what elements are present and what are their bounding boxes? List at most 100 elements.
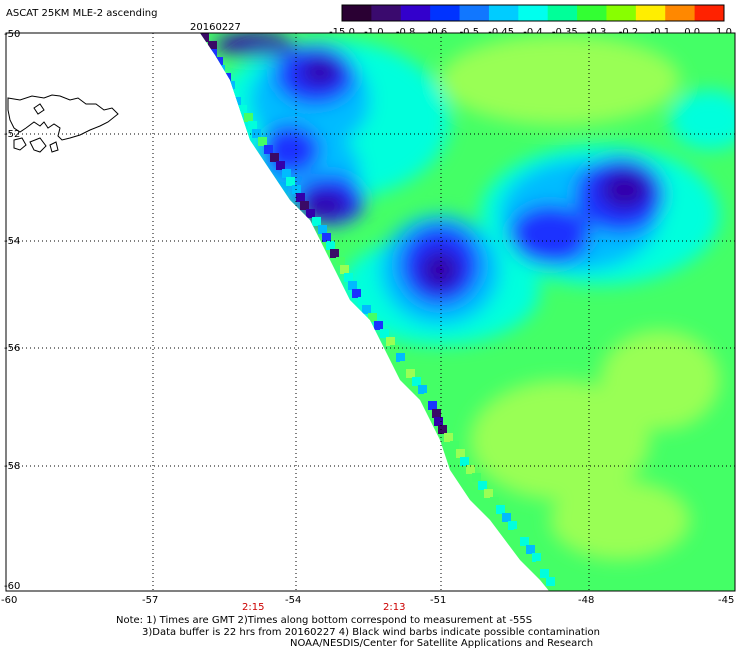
swath-edge-cell (400, 361, 409, 370)
swath-edge-cell (306, 209, 315, 218)
swath-edge-cell (546, 577, 555, 586)
swath-edge-cell (282, 169, 291, 178)
colorbar-segment (342, 5, 372, 21)
colorbar-segment (400, 5, 431, 21)
colorbar-segment (430, 5, 461, 21)
lat-tick-label: -54 (4, 236, 20, 247)
pass-time-label: 2:15 (242, 602, 264, 613)
swath-edge-cell (424, 393, 433, 402)
swath-edge-cell (502, 513, 511, 522)
swath-edge-cell (226, 81, 235, 90)
swath-edge-cell (396, 353, 405, 362)
colorbar-segment (459, 5, 490, 21)
swath-edge-cell (444, 433, 453, 442)
swath-edge-cell (330, 249, 339, 258)
colorbar-segment (488, 5, 519, 21)
colorbar-segment (694, 5, 725, 21)
swath-edge-cell (374, 321, 383, 330)
swath-edge-cell (428, 401, 437, 410)
low-mle-blobs (210, 33, 735, 560)
swath-edge-cell (434, 417, 443, 426)
lon-ticks: -60 -57 -54 -51 -48 -45 (1, 595, 734, 606)
map-title: ASCAT 25KM MLE-2 ascending (6, 8, 157, 19)
swath-edge-cell (318, 225, 327, 234)
graticule (6, 33, 735, 591)
swath-edge-cell (472, 473, 481, 482)
swath-edge-cell (232, 97, 241, 106)
swath-edge-cell (252, 129, 261, 138)
footer-credit: NOAA/NESDIS/Center for Satellite Applica… (290, 638, 594, 649)
swath-edge-cell (270, 153, 279, 162)
swath-edge-cell (214, 57, 223, 66)
swath-edge-cell (208, 41, 217, 50)
swath-edge-cell (466, 465, 475, 474)
swath-edge-cell (478, 481, 487, 490)
swath-edge-cell (432, 409, 441, 418)
swath-edge-cell (418, 385, 427, 394)
wind-field-swath (200, 33, 735, 591)
lon-tick-label: -51 (430, 595, 446, 606)
swath-edge-cell (362, 305, 371, 314)
lon-tick-label: -48 (578, 595, 594, 606)
swath-edge-cell (484, 489, 493, 498)
swath-edge-cell (344, 273, 353, 282)
swath-edge-cell (438, 425, 447, 434)
swath-edge-cell (340, 265, 349, 274)
lat-tick-label: -60 (4, 581, 20, 592)
swath-edge-cell (406, 369, 415, 378)
lon-tick-label: -45 (718, 595, 734, 606)
swath-edge-cell (514, 529, 523, 538)
swath-edge-cell (352, 289, 361, 298)
swath-edge-cell (296, 193, 305, 202)
colorbar-segment (518, 5, 549, 21)
colorbar-segment (577, 5, 607, 21)
swath-edge-cell (230, 89, 239, 98)
colorbar-segment (547, 5, 578, 21)
swath-edge-cell (238, 105, 247, 114)
swath-edge-cell (508, 521, 517, 530)
swath-edge-cell (526, 545, 535, 554)
swath-edge-cell (520, 537, 529, 546)
swath-edge-cell (336, 257, 345, 266)
swath-edge-cell (312, 217, 321, 226)
swath-edge-cell (368, 313, 377, 322)
swath-edge-cell (536, 561, 545, 570)
lat-tick-label: -52 (4, 129, 20, 140)
footer-note-line1: Note: 1) Times are GMT 2)Times along bot… (116, 615, 533, 626)
swath-edge-cell (286, 177, 295, 186)
land-outline (7, 94, 119, 153)
lat-ticks: -50 -52 -54 -56 -58 -60 (4, 29, 20, 592)
lat-tick-label: -50 (4, 29, 20, 40)
swath-edge-cell (390, 345, 399, 354)
lon-tick-label: -60 (1, 595, 17, 606)
swath-edge-cell (460, 457, 469, 466)
colorbar-segment (665, 5, 696, 21)
swath-edge-cell (540, 569, 549, 578)
swath-edge-cell (450, 441, 459, 450)
swath-edge-cell (222, 73, 231, 82)
swath-edge-cell (300, 201, 309, 210)
swath-edge-cell (276, 161, 285, 170)
pass-time-label: 2:13 (383, 602, 405, 613)
swath-edge-cell (200, 33, 209, 42)
swath-edge-cell (386, 337, 395, 346)
swath-edge-cell (490, 497, 499, 506)
lon-tick-label: -54 (285, 595, 301, 606)
colorbar-segment (371, 5, 402, 21)
map-frame (5, 32, 736, 592)
swath-edge-cell (258, 137, 267, 146)
lon-tick-label: -57 (142, 595, 158, 606)
swath-edge-cell (322, 233, 331, 242)
swath-edge-cell (348, 281, 357, 290)
swath-edge-cell (412, 377, 421, 386)
swath-edge-cell (532, 553, 541, 562)
swath-edge-cell (326, 241, 335, 250)
swath-edge-cell (380, 329, 389, 338)
footer-note-line2: 3)Data buffer is 22 hrs from 20160227 4)… (142, 627, 600, 638)
colorbar-segment (635, 5, 666, 21)
swath-edge-cell (496, 505, 505, 514)
swath-edge-cell (248, 121, 257, 130)
swath-edge-cell (208, 49, 217, 58)
map-date: 20160227 (190, 22, 241, 33)
